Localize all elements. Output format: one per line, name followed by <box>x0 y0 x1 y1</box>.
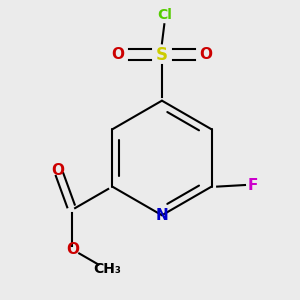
Text: O: O <box>199 47 212 62</box>
Text: Cl: Cl <box>157 8 172 22</box>
Text: CH₃: CH₃ <box>93 262 121 276</box>
Text: O: O <box>66 242 79 257</box>
Text: O: O <box>112 47 125 62</box>
Text: N: N <box>156 208 168 223</box>
Text: F: F <box>248 178 258 193</box>
Text: O: O <box>52 163 65 178</box>
Text: S: S <box>156 46 168 64</box>
